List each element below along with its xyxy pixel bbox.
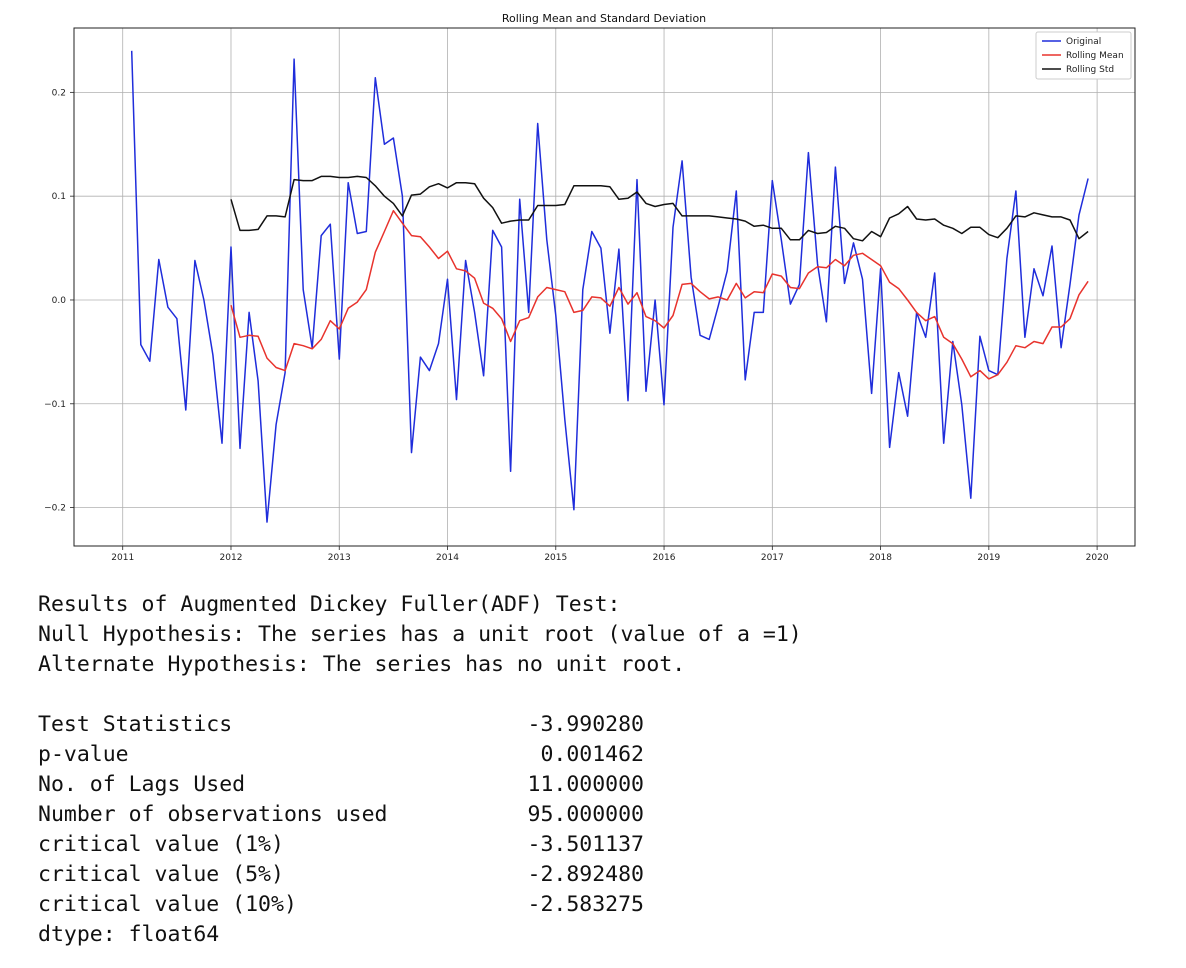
x-tick-label: 2015 xyxy=(544,553,567,563)
row-label: critical value (1%) xyxy=(38,832,284,857)
legend: Original Rolling Mean Rolling Std xyxy=(1035,31,1132,80)
tick-layer: 2011 2012 2013 2014 2015 2016 2017 2018 2019 2020… xyxy=(44,88,1109,563)
x-tick-label: 2011 xyxy=(111,553,134,563)
y-tick-label: 0.2 xyxy=(52,88,66,98)
x-tick-label: 2016 xyxy=(653,553,676,563)
row-label: critical value (10%) xyxy=(38,892,297,917)
y-tick-label: −0.1 xyxy=(44,400,66,410)
grid-layer xyxy=(74,28,1135,546)
y-tick-label: −0.2 xyxy=(44,504,66,514)
x-tick-label: 2014 xyxy=(436,553,459,563)
x-tick-label: 2012 xyxy=(220,553,243,563)
output-row: Test Statistics -3.990280 xyxy=(38,710,1158,740)
row-value: -3.990280 xyxy=(527,712,645,737)
row-label: Test Statistics xyxy=(38,712,233,737)
rolling-stats-chart: Rolling Mean and Standard Deviation 2011… xyxy=(44,12,1136,563)
output-header-line: Alternate Hypothesis: The series has no … xyxy=(38,652,686,677)
plot-frame xyxy=(73,27,1136,547)
x-tick-label: 2019 xyxy=(977,553,1000,563)
row-value: -2.892480 xyxy=(527,862,645,887)
legend-label: Rolling Std xyxy=(1066,65,1114,75)
row-value: -2.583275 xyxy=(527,892,645,917)
row-label: p-value xyxy=(38,742,129,767)
output-dtype-line: dtype: float64 xyxy=(38,922,220,947)
x-tick-label: 2017 xyxy=(761,553,784,563)
x-tick-label: 2013 xyxy=(328,553,351,563)
series-line-rolling-std xyxy=(230,175,1089,242)
legend-box xyxy=(1035,31,1132,80)
output-header-line: Null Hypothesis: The series has a unit r… xyxy=(38,622,802,647)
x-tick-label: 2018 xyxy=(869,553,892,563)
output-header-line: Results of Augmented Dickey Fuller(ADF) … xyxy=(38,592,621,617)
series-layer xyxy=(130,50,1089,523)
adf-test-output: Results of Augmented Dickey Fuller(ADF) … xyxy=(38,590,1158,950)
output-row: critical value (10%) -2.583275 xyxy=(38,890,1158,920)
legend-label: Rolling Mean xyxy=(1066,51,1124,61)
row-value: 0.001462 xyxy=(540,742,644,767)
output-row: No. of Lags Used 11.000000 xyxy=(38,770,1158,800)
chart-title: Rolling Mean and Standard Deviation xyxy=(502,12,706,25)
row-label: No. of Lags Used xyxy=(38,772,246,797)
row-value: -3.501137 xyxy=(527,832,645,857)
y-tick-label: 0.0 xyxy=(52,296,67,306)
y-tick-label: 0.1 xyxy=(52,192,66,202)
x-tick-label: 2020 xyxy=(1086,553,1109,563)
output-row: p-value 0.001462 xyxy=(38,740,1158,770)
series-line-original xyxy=(130,50,1089,523)
row-label: Number of observations used xyxy=(38,802,388,827)
output-row: critical value (5%) -2.892480 xyxy=(38,860,1158,890)
output-row: Number of observations used 95.000000 xyxy=(38,800,1158,830)
row-label: critical value (5%) xyxy=(38,862,284,887)
row-value: 11.000000 xyxy=(527,772,645,797)
output-blank-line xyxy=(38,680,1158,710)
series-line-rolling-mean xyxy=(230,209,1089,380)
legend-label: Original xyxy=(1066,37,1101,47)
row-value: 95.000000 xyxy=(527,802,645,827)
chart-svg: Rolling Mean and Standard Deviation 2011… xyxy=(44,12,1136,563)
output-row: critical value (1%) -3.501137 xyxy=(38,830,1158,860)
